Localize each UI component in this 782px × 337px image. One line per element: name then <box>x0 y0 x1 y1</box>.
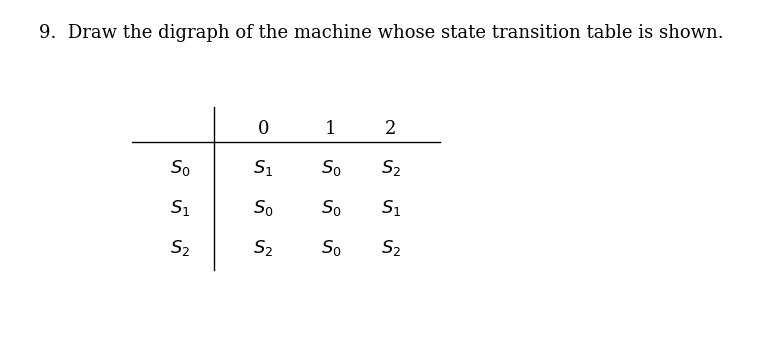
Text: $S_1$: $S_1$ <box>253 158 274 179</box>
Text: $S_1$: $S_1$ <box>170 198 191 218</box>
Text: $S_0$: $S_0$ <box>321 198 341 218</box>
Text: $S_0$: $S_0$ <box>253 198 274 218</box>
Text: 9.  Draw the digraph of the machine whose state transition table is shown.: 9. Draw the digraph of the machine whose… <box>39 24 723 41</box>
Text: $S_0$: $S_0$ <box>321 238 341 258</box>
Text: 0: 0 <box>257 120 269 137</box>
Text: $S_2$: $S_2$ <box>170 238 191 258</box>
Text: $S_2$: $S_2$ <box>253 238 273 258</box>
Text: $S_0$: $S_0$ <box>170 158 191 179</box>
Text: $S_2$: $S_2$ <box>381 158 401 179</box>
Text: 2: 2 <box>386 120 396 137</box>
Text: $S_0$: $S_0$ <box>321 158 341 179</box>
Text: $S_2$: $S_2$ <box>381 238 401 258</box>
Text: 1: 1 <box>325 120 336 137</box>
Text: $S_1$: $S_1$ <box>381 198 401 218</box>
